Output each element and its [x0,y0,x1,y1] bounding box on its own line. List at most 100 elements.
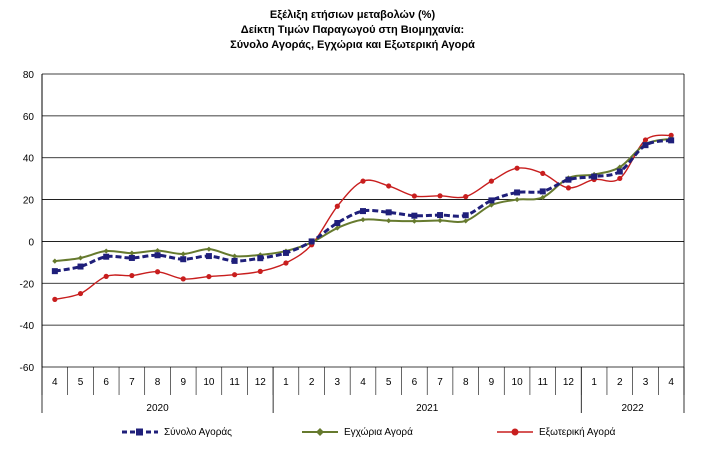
y-tick-label: -60 [20,363,35,374]
data-point [51,268,58,275]
data-point [437,217,443,224]
data-point [360,217,366,223]
data-point [180,256,187,263]
data-point [282,249,289,256]
data-point [103,273,109,279]
data-point [257,255,264,262]
data-point [257,268,263,274]
data-point [616,168,623,175]
grid-lines [42,73,684,368]
data-point [103,248,109,254]
series-1 [52,136,674,264]
data-point [52,258,58,264]
data-point [52,296,58,303]
data-point [180,276,186,282]
axes [41,74,685,413]
y-tick-label: 0 [28,237,34,248]
y-tick-label: -40 [20,321,35,332]
data-point [77,255,84,261]
year-label: 2022 [622,403,645,414]
data-point [668,132,674,138]
data-point [154,248,161,254]
data-point [411,218,417,224]
legend-swatch-total [122,428,158,436]
chart-title-line-2: Δείκτη Τιμών Παραγωγού στη Βιομηχανία: [240,24,465,36]
data-point [232,253,238,259]
data-point [437,193,443,199]
legend-label-foreign: Εξωτερική Αγορά [539,426,616,438]
x-tick-label: 6 [103,377,109,388]
data-point [463,194,469,200]
legend-item-foreign: Εξωτερική Αγορά [495,426,615,438]
data-point [539,188,546,195]
year-label: 2021 [416,403,439,414]
chart-title-line-1: Εξέλιξη ετήσιων μεταβολών (%) [269,9,436,21]
chart-title-line-3: Σύνολο Αγοράς, Εγχώρια και Εξωτερική Αγο… [230,39,475,51]
y-tick-label: -20 [20,279,35,290]
data-point [77,263,84,270]
data-point [488,197,495,204]
x-tick-label: 7 [129,377,135,388]
data-point [540,194,546,201]
data-point [129,272,135,279]
x-tick-label: 3 [643,377,649,388]
series [51,132,675,303]
data-point [565,176,572,183]
data-point [334,225,340,231]
data-point [386,183,392,189]
data-point [463,218,469,224]
x-tick-label: 2 [309,377,315,388]
data-point [205,253,212,260]
x-tick-label: 12 [563,377,575,388]
legend-label-domestic: Εγχώρια Αγορά [344,426,413,438]
data-point [385,209,392,216]
data-point [154,269,161,275]
y-tick-labels: -60 -40 -20 0 20 40 60 80 [20,70,35,374]
data-point [488,202,494,208]
series-line [54,137,672,263]
data-point [668,137,675,144]
legend-swatch-foreign [497,428,533,436]
x-tick-label: 3 [335,377,341,388]
data-point [334,220,341,227]
x-tick-label: 11 [229,377,240,388]
data-point [231,257,238,264]
data-point [180,251,186,257]
data-point [540,170,546,177]
x-tick-label: 5 [386,377,392,388]
data-point [206,246,212,252]
x-tick-label: 8 [155,377,161,388]
data-point [411,212,418,219]
year-label: 2020 [146,403,169,414]
y-tick-label: 80 [23,70,35,81]
data-point [283,260,289,266]
legend-item-domestic: Εγχώρια Αγορά [300,426,413,438]
year-labels: 2020 2021 2022 [146,403,644,414]
y-tick-label: 40 [23,154,35,165]
legend-item-total: Σύνολο Αγοράς [120,426,232,438]
data-point [514,196,520,203]
x-tick-label: 4 [360,377,366,388]
data-point [206,273,212,280]
data-point [360,208,366,215]
data-point [591,173,598,180]
x-tick-label: 1 [283,377,289,388]
data-point [77,290,84,297]
data-point [488,178,494,184]
series-2 [52,132,674,303]
data-point [617,164,623,170]
data-point [514,165,520,171]
series-0 [51,137,675,275]
data-point [257,252,263,258]
legend: Σύνολο Αγοράς Εγχώρια Αγορά Εξωτερική Αγ… [0,426,705,446]
x-tick-label: 11 [538,377,549,388]
x-tick-label: 9 [489,377,495,388]
data-point [308,238,315,245]
data-point [437,212,444,219]
x-tick-label: 5 [78,377,84,388]
y-tick-label: 60 [23,112,35,123]
data-point [334,203,340,209]
data-point [386,218,392,224]
x-tick-label: 6 [412,377,418,388]
